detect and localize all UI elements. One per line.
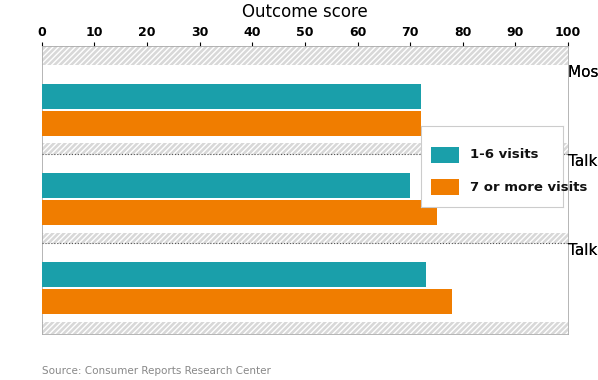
Text: Talk plus meds: Talk plus meds [568, 243, 598, 258]
Bar [42, 65, 568, 144]
Bar [42, 262, 426, 287]
Bar [42, 289, 452, 314]
Bar [42, 200, 437, 225]
Text: 7 or more visits: 7 or more visits [471, 180, 588, 194]
X-axis label: Outcome score: Outcome score [242, 3, 368, 21]
Bar [42, 262, 426, 287]
Bar [431, 147, 459, 163]
Bar [42, 244, 568, 322]
Text: Source: Consumer Reports Research Center: Source: Consumer Reports Research Center [42, 366, 271, 376]
Bar [42, 84, 421, 109]
Bar [42, 155, 568, 233]
Bar [42, 111, 421, 136]
Bar [431, 179, 459, 195]
Bar [42, 289, 452, 314]
Bar [42, 84, 421, 109]
Text: Talk only: Talk only [568, 154, 598, 169]
Text: Mostly meds: Mostly meds [568, 65, 598, 80]
Bar [42, 173, 410, 198]
Text: Talk plus meds: Talk plus meds [568, 243, 598, 258]
Text: Mostly meds: Mostly meds [568, 65, 598, 80]
Text: Talk only: Talk only [568, 154, 598, 169]
Text: 1-6 visits: 1-6 visits [471, 148, 539, 161]
Bar [42, 173, 410, 198]
Bar [42, 111, 421, 136]
Bar [42, 200, 437, 225]
